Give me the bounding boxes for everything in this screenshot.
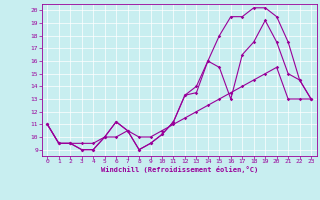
X-axis label: Windchill (Refroidissement éolien,°C): Windchill (Refroidissement éolien,°C): [100, 166, 258, 173]
